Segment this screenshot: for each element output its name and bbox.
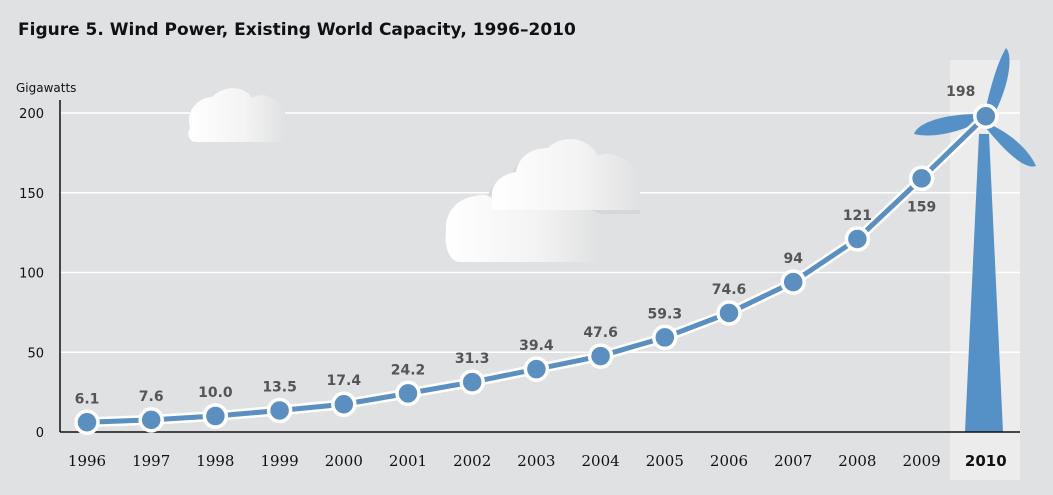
data-point — [908, 165, 935, 192]
x-tick-label: 2009 — [903, 452, 941, 470]
y-tick-label: 50 — [27, 346, 44, 361]
data-point — [138, 407, 164, 433]
x-tick-label: 2008 — [838, 452, 876, 470]
data-label: 10.0 — [198, 385, 233, 401]
cloud-icon — [188, 88, 285, 142]
data-label: 47.6 — [583, 325, 618, 341]
y-tick-label: 100 — [19, 267, 44, 282]
x-tick-label: 1998 — [196, 452, 234, 470]
data-point — [780, 269, 806, 295]
cloud-icon — [445, 138, 640, 262]
y-axis-label: Gigawatts — [16, 81, 76, 95]
data-label: 39.4 — [519, 338, 554, 354]
data-label: 17.4 — [327, 373, 362, 389]
data-label: 6.1 — [75, 391, 100, 407]
chart-title: Figure 5. Wind Power, Existing World Cap… — [18, 20, 576, 40]
data-point — [74, 409, 100, 436]
data-label: 24.2 — [391, 362, 426, 378]
x-tick-label: 2007 — [774, 452, 812, 470]
data-label: 31.3 — [455, 351, 490, 367]
x-tick-label: 1997 — [132, 452, 170, 470]
x-tick-label: 2006 — [710, 452, 748, 470]
y-tick-label: 200 — [19, 107, 44, 122]
data-label: 59.3 — [648, 306, 683, 322]
data-point — [652, 324, 678, 351]
data-point — [266, 397, 293, 424]
x-tick-label: 2000 — [325, 452, 363, 470]
data-point — [202, 403, 229, 429]
x-tick-label: 2004 — [582, 452, 620, 470]
data-point — [844, 226, 871, 252]
data-point — [395, 380, 421, 407]
x-tick-label: 2010 — [965, 452, 1007, 470]
data-point — [523, 356, 550, 382]
data-label: 159 — [907, 199, 936, 215]
data-point — [973, 103, 999, 129]
data-label: 7.6 — [139, 389, 164, 405]
data-point — [331, 391, 357, 417]
x-tick-label: 2003 — [517, 452, 555, 470]
x-tick-label: 1996 — [68, 452, 106, 470]
x-tick-label: 2005 — [646, 452, 684, 470]
data-label: 198 — [946, 84, 975, 100]
data-point — [459, 369, 485, 395]
y-tick-label: 0 — [36, 426, 44, 441]
data-label: 121 — [843, 208, 872, 224]
x-tick-label: 1999 — [261, 452, 299, 470]
data-label: 13.5 — [262, 379, 297, 395]
y-tick-label: 150 — [19, 187, 44, 202]
data-point — [587, 343, 614, 369]
data-label: 74.6 — [712, 282, 747, 298]
data-label: 94 — [783, 251, 803, 267]
x-tick-label: 2001 — [389, 452, 427, 470]
wind-turbine-icon — [914, 48, 1036, 432]
data-point — [716, 300, 742, 326]
x-tick-label: 2002 — [453, 452, 491, 470]
